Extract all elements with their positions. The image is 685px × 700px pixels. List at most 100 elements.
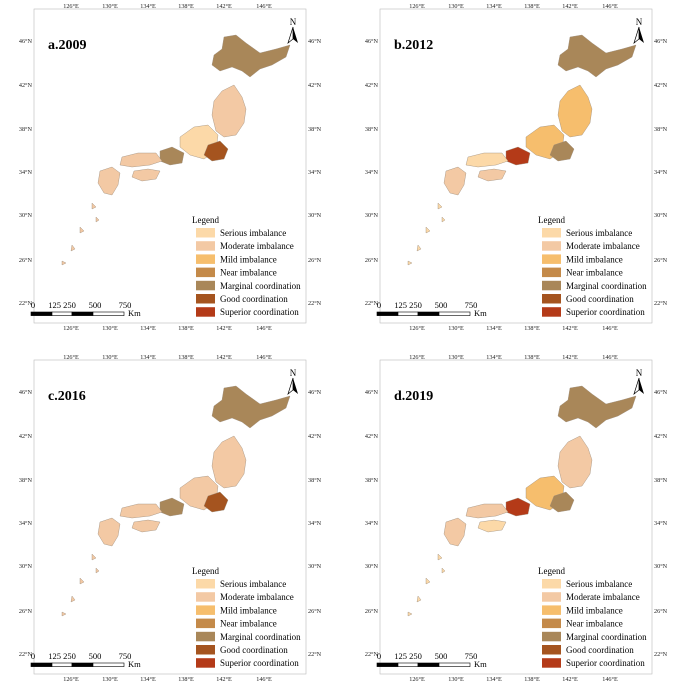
map-svg: 126°E 126°E 130°E 130°E 134°E 134°E 138°E 138°E… [365,354,668,683]
region-kanto [203,140,229,162]
legend-swatch [542,631,561,642]
scale-label: 750 [119,300,132,310]
lat-tick-label: 42°N [19,433,33,440]
lat-tick-label: 26°N [365,257,379,264]
japan-map [407,34,637,266]
region-tohoku [557,435,593,489]
lon-tick-label: 138°E [524,676,540,683]
lat-tick-label: 22°N [308,651,322,658]
lon-tick-label: 134°E [140,3,156,10]
legend-swatch [196,267,215,278]
lat-tick-label: 42°N [308,82,322,89]
region-islands [61,553,100,617]
scale-label: 125 250 [394,651,422,661]
region-shikoku [477,168,507,182]
lat-tick-label: 30°N [365,563,379,570]
scale-label: 750 [465,651,478,661]
lat-tick-label: 26°N [365,608,379,615]
legend-swatch [542,267,561,278]
scale-unit: Km [474,659,487,669]
lon-tick-label: 126°E [63,676,79,683]
lon-tick-label: 126°E [63,3,79,10]
lon-tick-label: 130°E [448,676,464,683]
region-islands [61,202,100,266]
lat-tick-label: 22°N [19,651,33,658]
north-arrow-icon: N [287,368,298,395]
lon-tick-label: 146°E [256,354,272,361]
legend-label: Mild imbalance [566,605,623,615]
scale-label: 500 [435,300,448,310]
lat-tick-label: 46°N [654,389,668,396]
lat-tick-label: 26°N [308,608,322,615]
lat-tick-label: 30°N [654,563,668,570]
lon-tick-label: 142°E [216,676,232,683]
region-islands [407,553,446,617]
lon-tick-label: 130°E [448,354,464,361]
legend-label: Serious imbalance [220,579,286,589]
lat-tick-label: 22°N [308,300,322,307]
legend-title: Legend [538,215,565,225]
lat-tick-label: 38°N [308,477,322,484]
lon-tick-label: 138°E [524,3,540,10]
map-panel-d: 126°E 126°E 130°E 130°E 134°E 134°E 138°E 138°E… [360,354,678,684]
north-label: N [636,368,643,378]
lon-tick-label: 126°E [63,325,79,332]
lat-tick-label: 38°N [19,477,33,484]
legend-label: Moderate imbalance [566,592,640,602]
legend-swatch [196,280,215,291]
lat-tick-label: 46°N [654,38,668,45]
legend-swatch [196,618,215,629]
scale-label: 0 [377,300,381,310]
legend-label: Mild imbalance [220,254,277,264]
legend-swatch [196,631,215,642]
legend-label: Marginal coordination [566,281,647,291]
region-chugoku [119,503,163,519]
legend-label: Moderate imbalance [220,592,294,602]
legend-swatch [196,645,215,655]
legend-swatch [542,228,561,238]
region-tohoku [211,84,247,138]
scale-unit: Km [128,308,141,318]
scale-label: 750 [465,300,478,310]
lon-tick-label: 146°E [256,325,272,332]
legend-swatch [542,645,561,655]
lat-tick-label: 30°N [365,212,379,219]
lat-tick-label: 26°N [19,608,33,615]
legend-label: Mild imbalance [220,605,277,615]
lon-tick-label: 134°E [486,325,502,332]
scale-label: 500 [435,651,448,661]
scale-unit: Km [474,308,487,318]
legend-swatch [196,605,215,615]
legend-swatch [542,605,561,615]
scale-label: 500 [89,300,102,310]
scale-label: 125 250 [48,651,76,661]
legend-swatch [196,241,215,251]
scale-label: 0 [31,651,35,661]
legend-swatch [196,658,215,668]
region-shikoku [477,519,507,533]
map-frame [379,359,653,675]
map-svg: 126°E 126°E 130°E 130°E 134°E 134°E 138°E 138°E… [365,3,668,332]
north-label: N [636,17,643,27]
lat-tick-label: 34°N [654,520,668,527]
lat-tick-label: 26°N [19,257,33,264]
lon-tick-label: 130°E [448,325,464,332]
legend-label: Serious imbalance [220,228,286,238]
scale-label: 0 [377,651,381,661]
lon-tick-label: 126°E [409,325,425,332]
lon-tick-label: 138°E [178,354,194,361]
map-frame [379,8,653,324]
north-arrow-icon: N [287,17,298,44]
lat-tick-label: 46°N [365,38,379,45]
legend-label: Superior coordination [566,307,645,317]
legend-label: Superior coordination [220,307,299,317]
lon-tick-label: 134°E [486,676,502,683]
region-hokkaido [211,34,291,78]
panel-title: b.2012 [394,38,433,53]
lat-tick-label: 34°N [365,520,379,527]
lon-tick-label: 142°E [216,354,232,361]
lat-tick-label: 38°N [19,126,33,133]
lat-tick-label: 46°N [308,38,322,45]
legend-swatch [542,592,561,602]
legend-label: Good coordination [220,294,288,304]
